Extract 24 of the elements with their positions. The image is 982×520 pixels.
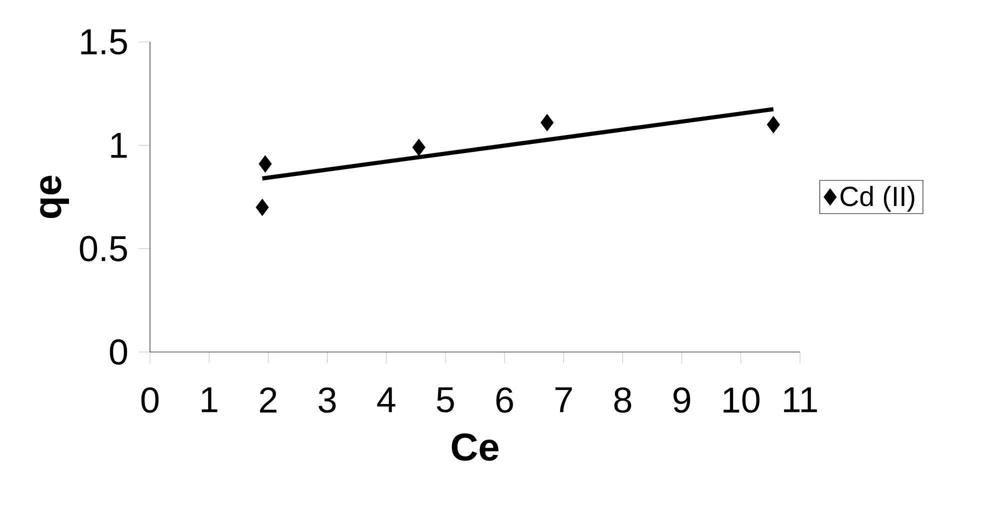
y-tick-label: 0 xyxy=(110,339,128,365)
x-tick-label: 6 xyxy=(496,387,513,413)
legend-label: Cd (II) xyxy=(840,186,914,212)
x-tick-label: 5 xyxy=(436,387,454,412)
point xyxy=(540,114,554,132)
point xyxy=(256,198,269,216)
x-tick-label: 2 xyxy=(260,387,276,412)
point xyxy=(766,116,780,134)
x-tick-label: 0 xyxy=(141,387,159,413)
x-tick-label: 1 xyxy=(202,387,218,412)
x-tick-label: 8 xyxy=(614,387,632,413)
y-axis-title: qe xyxy=(40,176,69,218)
x-tick-label: 3 xyxy=(318,387,336,413)
x-tick-label: 10 xyxy=(724,387,760,413)
x-tick-label: 7 xyxy=(555,387,572,412)
point xyxy=(258,155,272,173)
point xyxy=(412,138,426,156)
y-tick-label: 0.5 xyxy=(80,236,127,262)
y-tick-label: 1 xyxy=(111,132,127,158)
x-tick-label: 11 xyxy=(784,387,817,412)
x-axis-title: Ce xyxy=(452,433,498,461)
x-tick-label: 4 xyxy=(377,387,396,412)
x-tick-label: 9 xyxy=(674,387,690,413)
y-tick-label: 1.5 xyxy=(81,29,127,55)
